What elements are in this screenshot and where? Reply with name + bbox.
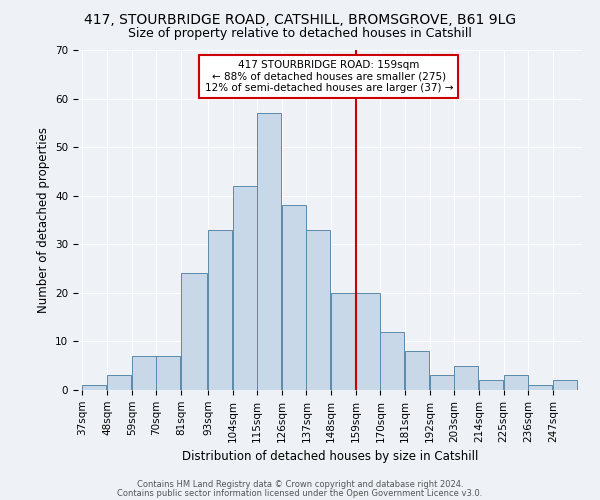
Bar bbox=[430, 376, 454, 390]
Bar bbox=[356, 293, 380, 390]
Bar bbox=[503, 376, 527, 390]
Text: Contains public sector information licensed under the Open Government Licence v3: Contains public sector information licen… bbox=[118, 489, 482, 498]
Bar bbox=[157, 356, 181, 390]
Bar bbox=[282, 206, 306, 390]
Text: Contains HM Land Registry data © Crown copyright and database right 2024.: Contains HM Land Registry data © Crown c… bbox=[137, 480, 463, 489]
Bar bbox=[107, 376, 131, 390]
Bar bbox=[553, 380, 577, 390]
X-axis label: Distribution of detached houses by size in Catshill: Distribution of detached houses by size … bbox=[182, 450, 478, 463]
Bar bbox=[479, 380, 503, 390]
Bar bbox=[257, 113, 281, 390]
Bar bbox=[454, 366, 478, 390]
Bar bbox=[380, 332, 404, 390]
Text: Size of property relative to detached houses in Catshill: Size of property relative to detached ho… bbox=[128, 28, 472, 40]
Bar bbox=[181, 274, 207, 390]
Bar bbox=[528, 385, 552, 390]
Text: 417 STOURBRIDGE ROAD: 159sqm
← 88% of detached houses are smaller (275)
12% of s: 417 STOURBRIDGE ROAD: 159sqm ← 88% of de… bbox=[205, 60, 453, 93]
Text: 417, STOURBRIDGE ROAD, CATSHILL, BROMSGROVE, B61 9LG: 417, STOURBRIDGE ROAD, CATSHILL, BROMSGR… bbox=[84, 12, 516, 26]
Bar bbox=[82, 385, 106, 390]
Bar bbox=[331, 293, 355, 390]
Bar bbox=[132, 356, 156, 390]
Bar bbox=[405, 351, 429, 390]
Bar bbox=[208, 230, 232, 390]
Bar bbox=[307, 230, 331, 390]
Y-axis label: Number of detached properties: Number of detached properties bbox=[37, 127, 50, 313]
Bar bbox=[233, 186, 257, 390]
